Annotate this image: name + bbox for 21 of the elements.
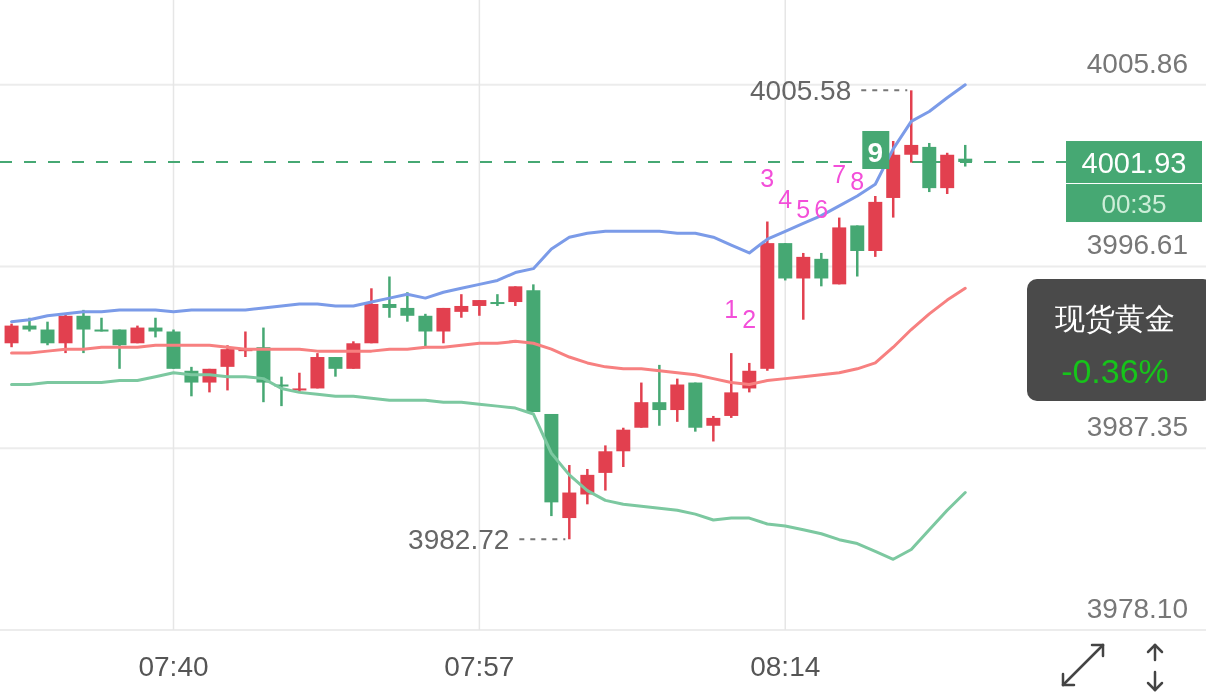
annotation: 1 (724, 295, 739, 324)
annotation: 2 (742, 304, 757, 333)
ref-line-label: 4001.93 (1081, 147, 1187, 180)
annotation: 00:35 (1101, 189, 1167, 220)
x-tick-label: 08:14 (750, 651, 821, 682)
annotation: 4005.58 (750, 75, 852, 107)
annotation: 7 (832, 159, 847, 188)
x-tick-label: 07:57 (444, 651, 515, 682)
annotation: 4 (778, 185, 793, 214)
x-tick-label: 07:40 (138, 651, 209, 682)
annotation: 8 (850, 167, 865, 196)
y-tick-label: 3978.10 (1086, 593, 1188, 624)
y-tick-label: 4005.86 (1086, 47, 1188, 79)
annotation: 3 (760, 163, 775, 192)
annotation: 9 (867, 136, 884, 168)
annotation: -0.36% (1061, 352, 1169, 390)
annotation: 5 (796, 194, 811, 223)
y-tick-label: 3996.61 (1086, 229, 1188, 261)
y-tick-label: 3987.35 (1086, 411, 1188, 443)
annotation: 3982.72 (408, 524, 510, 556)
annotation: 现货黄金 (1055, 302, 1175, 335)
